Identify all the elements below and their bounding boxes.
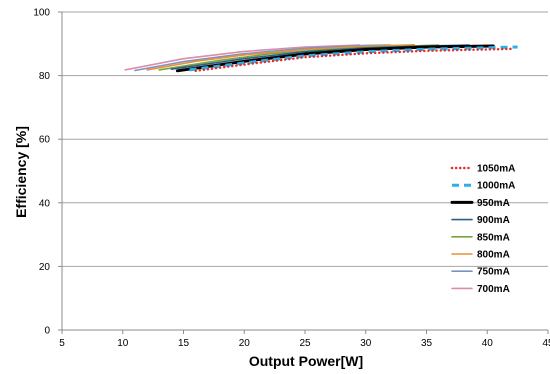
legend-label-1000ma: 1000mA <box>477 181 515 192</box>
x-tick-label: 20 <box>239 338 251 349</box>
legend-label-950ma: 950mA <box>477 198 510 209</box>
y-tick-label: 100 <box>33 8 50 19</box>
x-tick-label: 30 <box>360 338 372 349</box>
x-tick-label: 45 <box>542 338 550 349</box>
series-line-800ma <box>146 43 416 71</box>
series-line-950ma <box>175 44 495 73</box>
y-tick-label: 60 <box>39 135 51 146</box>
y-tick-label: 20 <box>39 262 51 273</box>
legend-label-1050ma: 1050mA <box>477 164 515 175</box>
legend-label-850ma: 850mA <box>477 232 510 243</box>
y-axis-title: Efficiency [%] <box>13 126 29 218</box>
x-tick-label: 35 <box>421 338 433 349</box>
y-tick-label: 0 <box>44 326 50 337</box>
series-line-1050ma <box>194 47 513 73</box>
x-tick-label: 40 <box>482 338 494 349</box>
legend-label-800ma: 800mA <box>477 250 510 261</box>
x-tick-label: 5 <box>59 338 65 349</box>
legend: 1050mA 1000mA 950mA 900mA 850mA 800mA 750mA 700… <box>450 164 515 295</box>
x-tick-label: 25 <box>299 338 311 349</box>
y-tick-label: 40 <box>39 198 51 209</box>
series-line-750ma <box>134 44 391 72</box>
legend-label-700ma: 700mA <box>477 284 510 295</box>
x-tick-label: 15 <box>178 338 190 349</box>
x-tick-label: 10 <box>117 338 129 349</box>
axes <box>58 11 549 334</box>
tick-labels: 0 20 40 60 80 100 5 10 15 20 25 30 35 40 45 <box>33 8 550 350</box>
x-axis-title: Output Power[W] <box>249 353 363 369</box>
series-line-700ma <box>124 44 361 71</box>
legend-label-750ma: 750mA <box>477 267 510 278</box>
legend-label-900ma: 900mA <box>477 215 510 226</box>
y-tick-label: 80 <box>39 71 51 82</box>
series-lines <box>124 43 518 73</box>
series-line-1000ma <box>189 45 518 72</box>
